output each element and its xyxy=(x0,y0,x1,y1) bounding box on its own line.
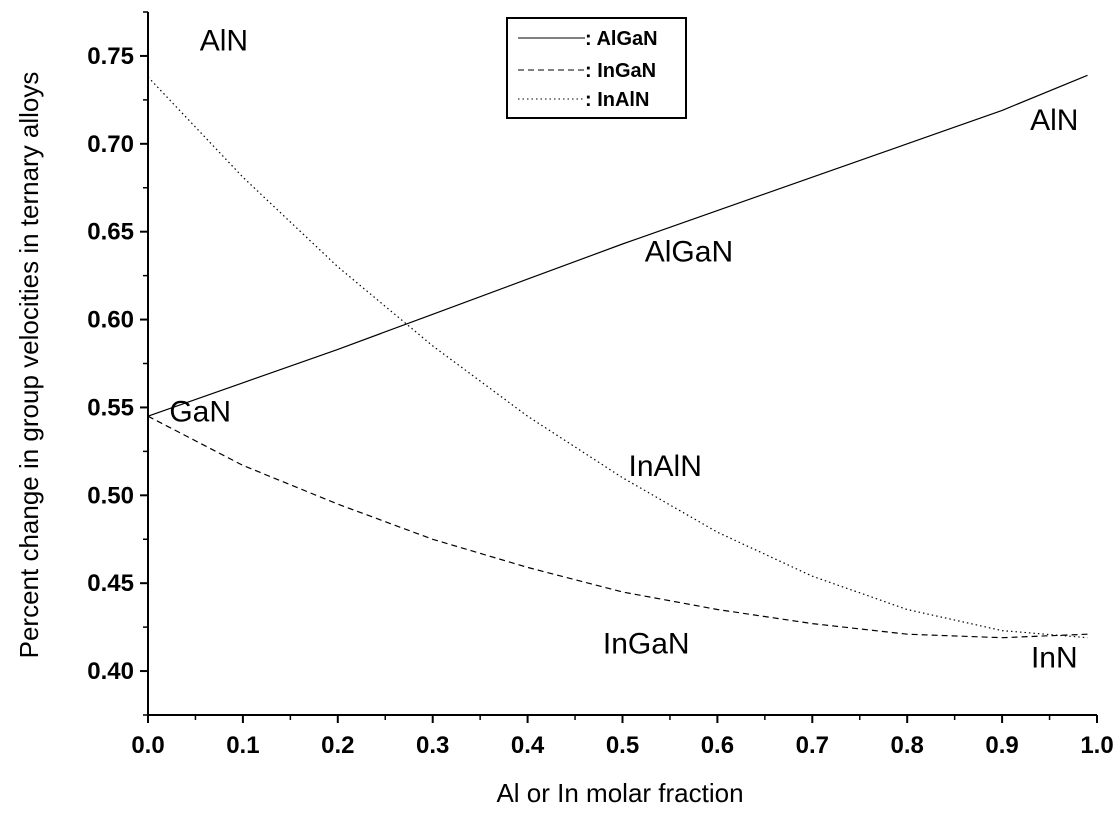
series-lines xyxy=(147,74,1088,639)
legend-label-algan: : AlGaN xyxy=(585,28,658,50)
x-tick-label: 0.5 xyxy=(606,732,639,759)
legend-label-inaln: : InAlN xyxy=(585,89,649,111)
annotation-label: InGaN xyxy=(603,627,690,660)
x-tick-label: 0.6 xyxy=(701,732,734,759)
x-tick-label: 0.1 xyxy=(226,732,259,759)
x-axis-title: Al or In molar fraction xyxy=(496,778,743,808)
legend: : AlGaN : InGaN : InAlN xyxy=(506,17,687,119)
x-tick-label: 0.4 xyxy=(511,732,545,759)
x-tick-label: 0.8 xyxy=(891,732,924,759)
series-line-2 xyxy=(147,76,1088,639)
legend-label-ingan: : InGaN xyxy=(585,60,656,82)
x-tick-label: 0.0 xyxy=(131,732,164,759)
series-line-0 xyxy=(147,74,1088,417)
annotation-label: InN xyxy=(1031,642,1078,675)
y-tick-label: 0.65 xyxy=(87,219,134,246)
x-tick-label: 1.0 xyxy=(1080,732,1113,759)
x-tick-label: 0.7 xyxy=(796,732,829,759)
legend-box xyxy=(506,17,687,119)
annotation-label: GaN xyxy=(169,395,231,428)
annotation-label: InAlN xyxy=(629,450,702,483)
annotations: AlN AlN AlGaN GaN InAlN InGaN InN xyxy=(169,25,1078,675)
y-tick-label: 0.40 xyxy=(87,658,134,685)
x-tick-label: 0.2 xyxy=(321,732,354,759)
y-tick-label: 0.70 xyxy=(87,131,134,158)
y-tick-label: 0.45 xyxy=(87,570,134,597)
annotation-label: AlN xyxy=(200,25,248,58)
y-axis-title: Percent change in group velocities in te… xyxy=(14,72,44,659)
annotation-label: AlN xyxy=(1030,104,1078,137)
y-tick-label: 0.60 xyxy=(87,307,134,334)
x-tick-label: 0.9 xyxy=(985,732,1018,759)
y-tick-label: 0.55 xyxy=(87,394,134,421)
x-tick-label: 0.3 xyxy=(416,732,449,759)
axes: 0.0 0.1 0.2 0.3 0.4 0.5 0.6 0.7 0.8 0.9 1.0 0.40 0.4… xyxy=(87,11,1114,759)
series-line-1 xyxy=(147,415,1088,639)
annotation-label: AlGaN xyxy=(645,236,733,269)
y-tick-label: 0.50 xyxy=(87,482,134,509)
y-tick-label: 0.75 xyxy=(87,43,134,70)
